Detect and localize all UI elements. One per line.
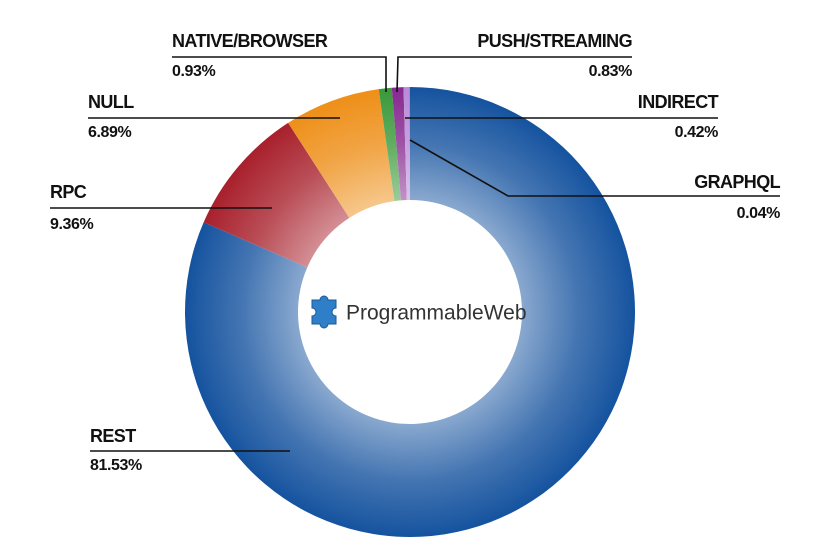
donut-slice xyxy=(288,89,395,218)
value-label: 6.89% xyxy=(88,124,132,141)
donut-slice xyxy=(203,122,350,268)
category-label: RPC xyxy=(50,182,87,202)
value-label: 81.53% xyxy=(90,457,142,474)
leader-line xyxy=(409,139,780,197)
category-label: REST xyxy=(90,426,136,446)
logo-icon xyxy=(311,295,337,329)
value-label: 0.04% xyxy=(737,205,781,222)
donut-slice xyxy=(403,87,410,201)
donut xyxy=(184,87,636,537)
logo-text: ProgrammableWeb xyxy=(346,302,527,325)
value-label: 0.83% xyxy=(589,63,633,80)
category-label: NATIVE/BROWSER xyxy=(172,31,328,51)
logo: ProgrammableWeb xyxy=(311,295,527,329)
category-label: GRAPHQL xyxy=(694,172,780,192)
category-label: PUSH/STREAMING xyxy=(477,31,632,51)
labels: REST 81.53% RPC 9.36% NULL 6.89% NATIVE/BROWSE… xyxy=(50,31,781,474)
donut-slice xyxy=(409,87,410,201)
category-label: INDIRECT xyxy=(638,92,719,112)
category-label: NULL xyxy=(88,92,134,112)
donut-slice xyxy=(391,87,407,201)
leader-line xyxy=(396,56,632,93)
value-label: 9.36% xyxy=(50,216,94,233)
donut-slice xyxy=(378,87,401,202)
leader-line xyxy=(172,56,387,92)
donut-slice xyxy=(184,87,636,537)
value-label: 0.42% xyxy=(675,124,719,141)
value-label: 0.93% xyxy=(172,63,216,80)
